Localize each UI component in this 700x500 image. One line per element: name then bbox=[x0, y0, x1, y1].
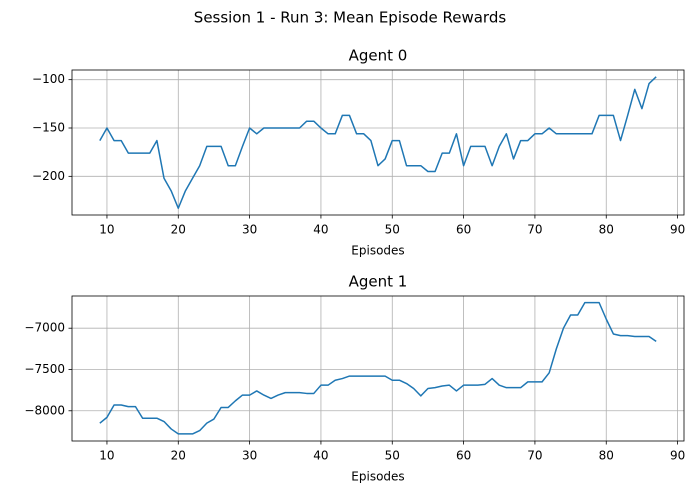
x-tick-label: 60 bbox=[456, 223, 471, 237]
x-tick-label: 10 bbox=[99, 223, 114, 237]
x-tick-label: 80 bbox=[599, 223, 614, 237]
x-tick-label: 30 bbox=[242, 223, 257, 237]
x-tick-label: 10 bbox=[99, 449, 114, 463]
x-tick-label: 90 bbox=[670, 223, 685, 237]
x-tick-label: 70 bbox=[527, 449, 542, 463]
x-tick-label: 80 bbox=[599, 449, 614, 463]
x-tick-label: 60 bbox=[456, 449, 471, 463]
axes-title: Agent 1 bbox=[349, 273, 408, 291]
data-line bbox=[99, 301, 657, 435]
axes-frame bbox=[71, 69, 685, 216]
data-line bbox=[99, 76, 657, 209]
y-tick-label: −7500 bbox=[24, 362, 65, 376]
x-tick-label: 50 bbox=[385, 449, 400, 463]
figure-title: Session 1 - Run 3: Mean Episode Rewards bbox=[194, 9, 507, 27]
x-tick-label: 50 bbox=[385, 223, 400, 237]
x-tick-label: 70 bbox=[527, 223, 542, 237]
y-tick-label: −100 bbox=[32, 72, 65, 86]
x-tick-label: 40 bbox=[313, 449, 328, 463]
axes-frame bbox=[71, 295, 685, 442]
y-tick-label: −7000 bbox=[24, 321, 65, 335]
x-tick-label: 20 bbox=[171, 223, 186, 237]
axes-title: Agent 0 bbox=[349, 47, 408, 65]
x-tick-label: 30 bbox=[242, 449, 257, 463]
y-tick-label: −150 bbox=[32, 121, 65, 135]
y-tick-label: −8000 bbox=[24, 403, 65, 417]
x-tick-label: 20 bbox=[171, 449, 186, 463]
x-axis-label: Episodes bbox=[351, 244, 404, 258]
y-tick-label: −200 bbox=[32, 169, 65, 183]
x-tick-label: 40 bbox=[313, 223, 328, 237]
x-tick-label: 90 bbox=[670, 449, 685, 463]
x-axis-label: Episodes bbox=[351, 470, 404, 484]
